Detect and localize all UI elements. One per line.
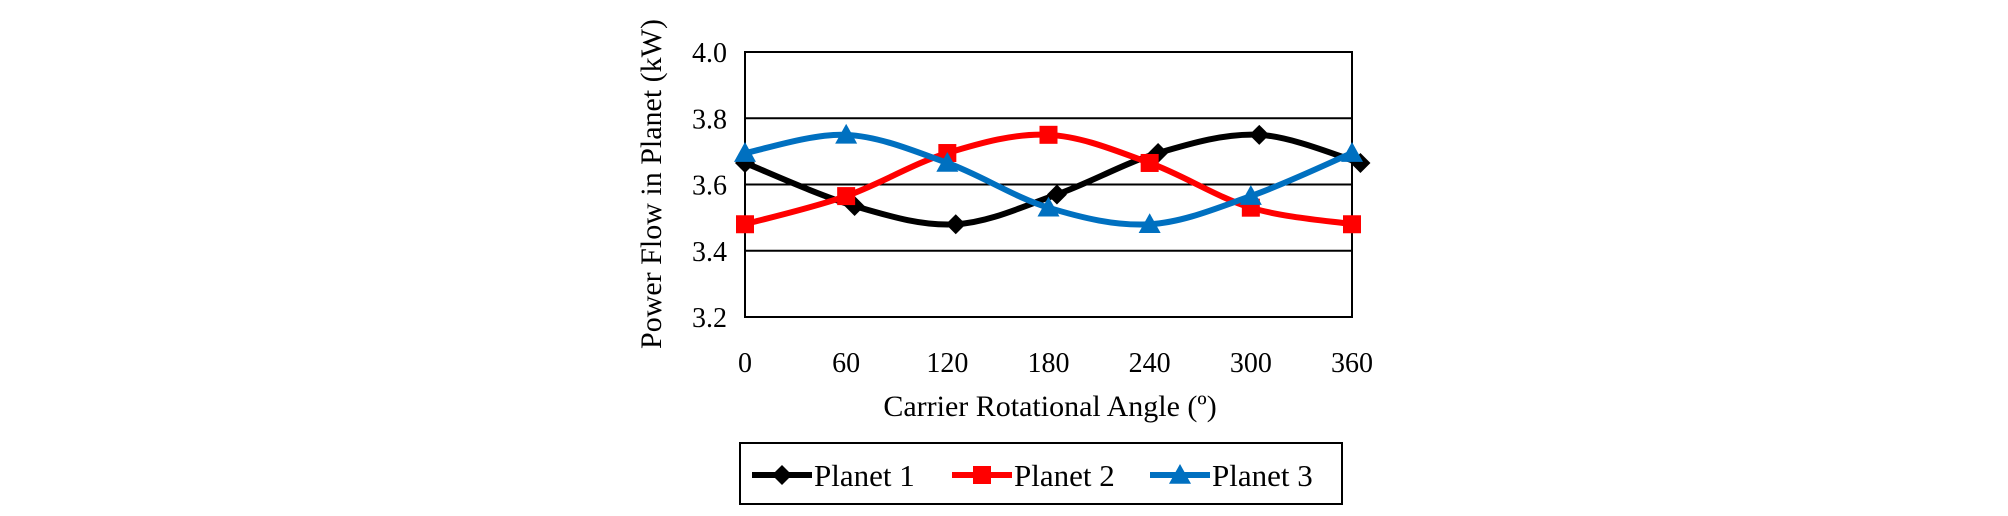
data-point (936, 151, 959, 172)
legend-items: Planet 1 Planet 2 Planet 3 (752, 458, 1313, 493)
legend-label: Planet 3 (1212, 458, 1313, 493)
legend-swatch-marker (1169, 464, 1191, 484)
y-axis-title: Power Flow in Planet (kW) (635, 19, 668, 349)
series-layer (734, 123, 1371, 235)
data-point (734, 142, 756, 162)
legend-item-2: Planet 2 (952, 458, 1115, 493)
legend: Planet 1 Planet 2 Planet 3 (739, 442, 1343, 505)
legend-swatch-marker (772, 465, 792, 485)
x-axis-ticks: 0 60 120 180 240 300 360 (738, 348, 1373, 379)
data-point (837, 187, 856, 206)
series-1 (735, 124, 1371, 235)
series-3 (734, 123, 1363, 234)
data-point (1249, 124, 1270, 145)
data-point (1138, 213, 1161, 234)
legend-swatch-marker (973, 466, 991, 484)
legend-label: Planet 1 (814, 458, 915, 493)
plot-area (744, 51, 1353, 318)
y-tick-label: 4.0 (692, 38, 727, 69)
legend-item-3: Planet 3 (1150, 458, 1313, 493)
legend-item-1: Planet 1 (752, 458, 915, 493)
y-tick-label: 3.8 (692, 104, 727, 135)
x-tick-label: 240 (1129, 348, 1171, 379)
x-tick-label: 60 (832, 348, 860, 379)
x-tick-label: 0 (738, 348, 752, 379)
y-tick-label: 3.6 (692, 171, 727, 202)
x-tick-label: 180 (1028, 348, 1070, 379)
legend-box (739, 442, 1343, 505)
x-tick-label: 300 (1230, 348, 1272, 379)
y-tick-label: 3.4 (692, 237, 727, 268)
data-point (1140, 153, 1159, 172)
y-axis-ticks: 3.2 3.4 3.6 3.8 4.0 (692, 38, 727, 334)
x-tick-label: 120 (926, 348, 968, 379)
data-point (736, 215, 754, 234)
data-point (1046, 184, 1067, 205)
data-point (945, 214, 966, 235)
legend-label: Planet 2 (1014, 458, 1115, 493)
data-point (1239, 185, 1262, 205)
data-point (1343, 215, 1361, 234)
gridlines (745, 117, 1352, 252)
data-point (1039, 125, 1058, 144)
data-point (835, 123, 858, 144)
y-tick-label: 3.2 (692, 303, 727, 334)
data-point (1037, 196, 1060, 217)
x-axis-title: Carrier Rotational Angle (º) (883, 390, 1216, 423)
data-point (1341, 142, 1363, 162)
x-tick-label: 360 (1331, 348, 1373, 379)
